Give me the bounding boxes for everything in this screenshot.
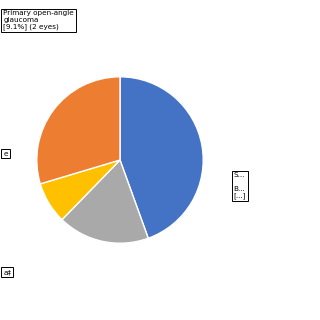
Text: e: e xyxy=(3,151,8,156)
Wedge shape xyxy=(120,77,203,238)
Wedge shape xyxy=(37,77,120,184)
Wedge shape xyxy=(40,160,120,220)
Text: S...
 
B...
[...]: S... B... [...] xyxy=(234,172,246,199)
Text: a‡: a‡ xyxy=(3,269,11,275)
Wedge shape xyxy=(62,160,148,243)
Text: Primary open-angle
glaucoma
[9.1%] (2 eyes): Primary open-angle glaucoma [9.1%] (2 ey… xyxy=(3,10,74,30)
